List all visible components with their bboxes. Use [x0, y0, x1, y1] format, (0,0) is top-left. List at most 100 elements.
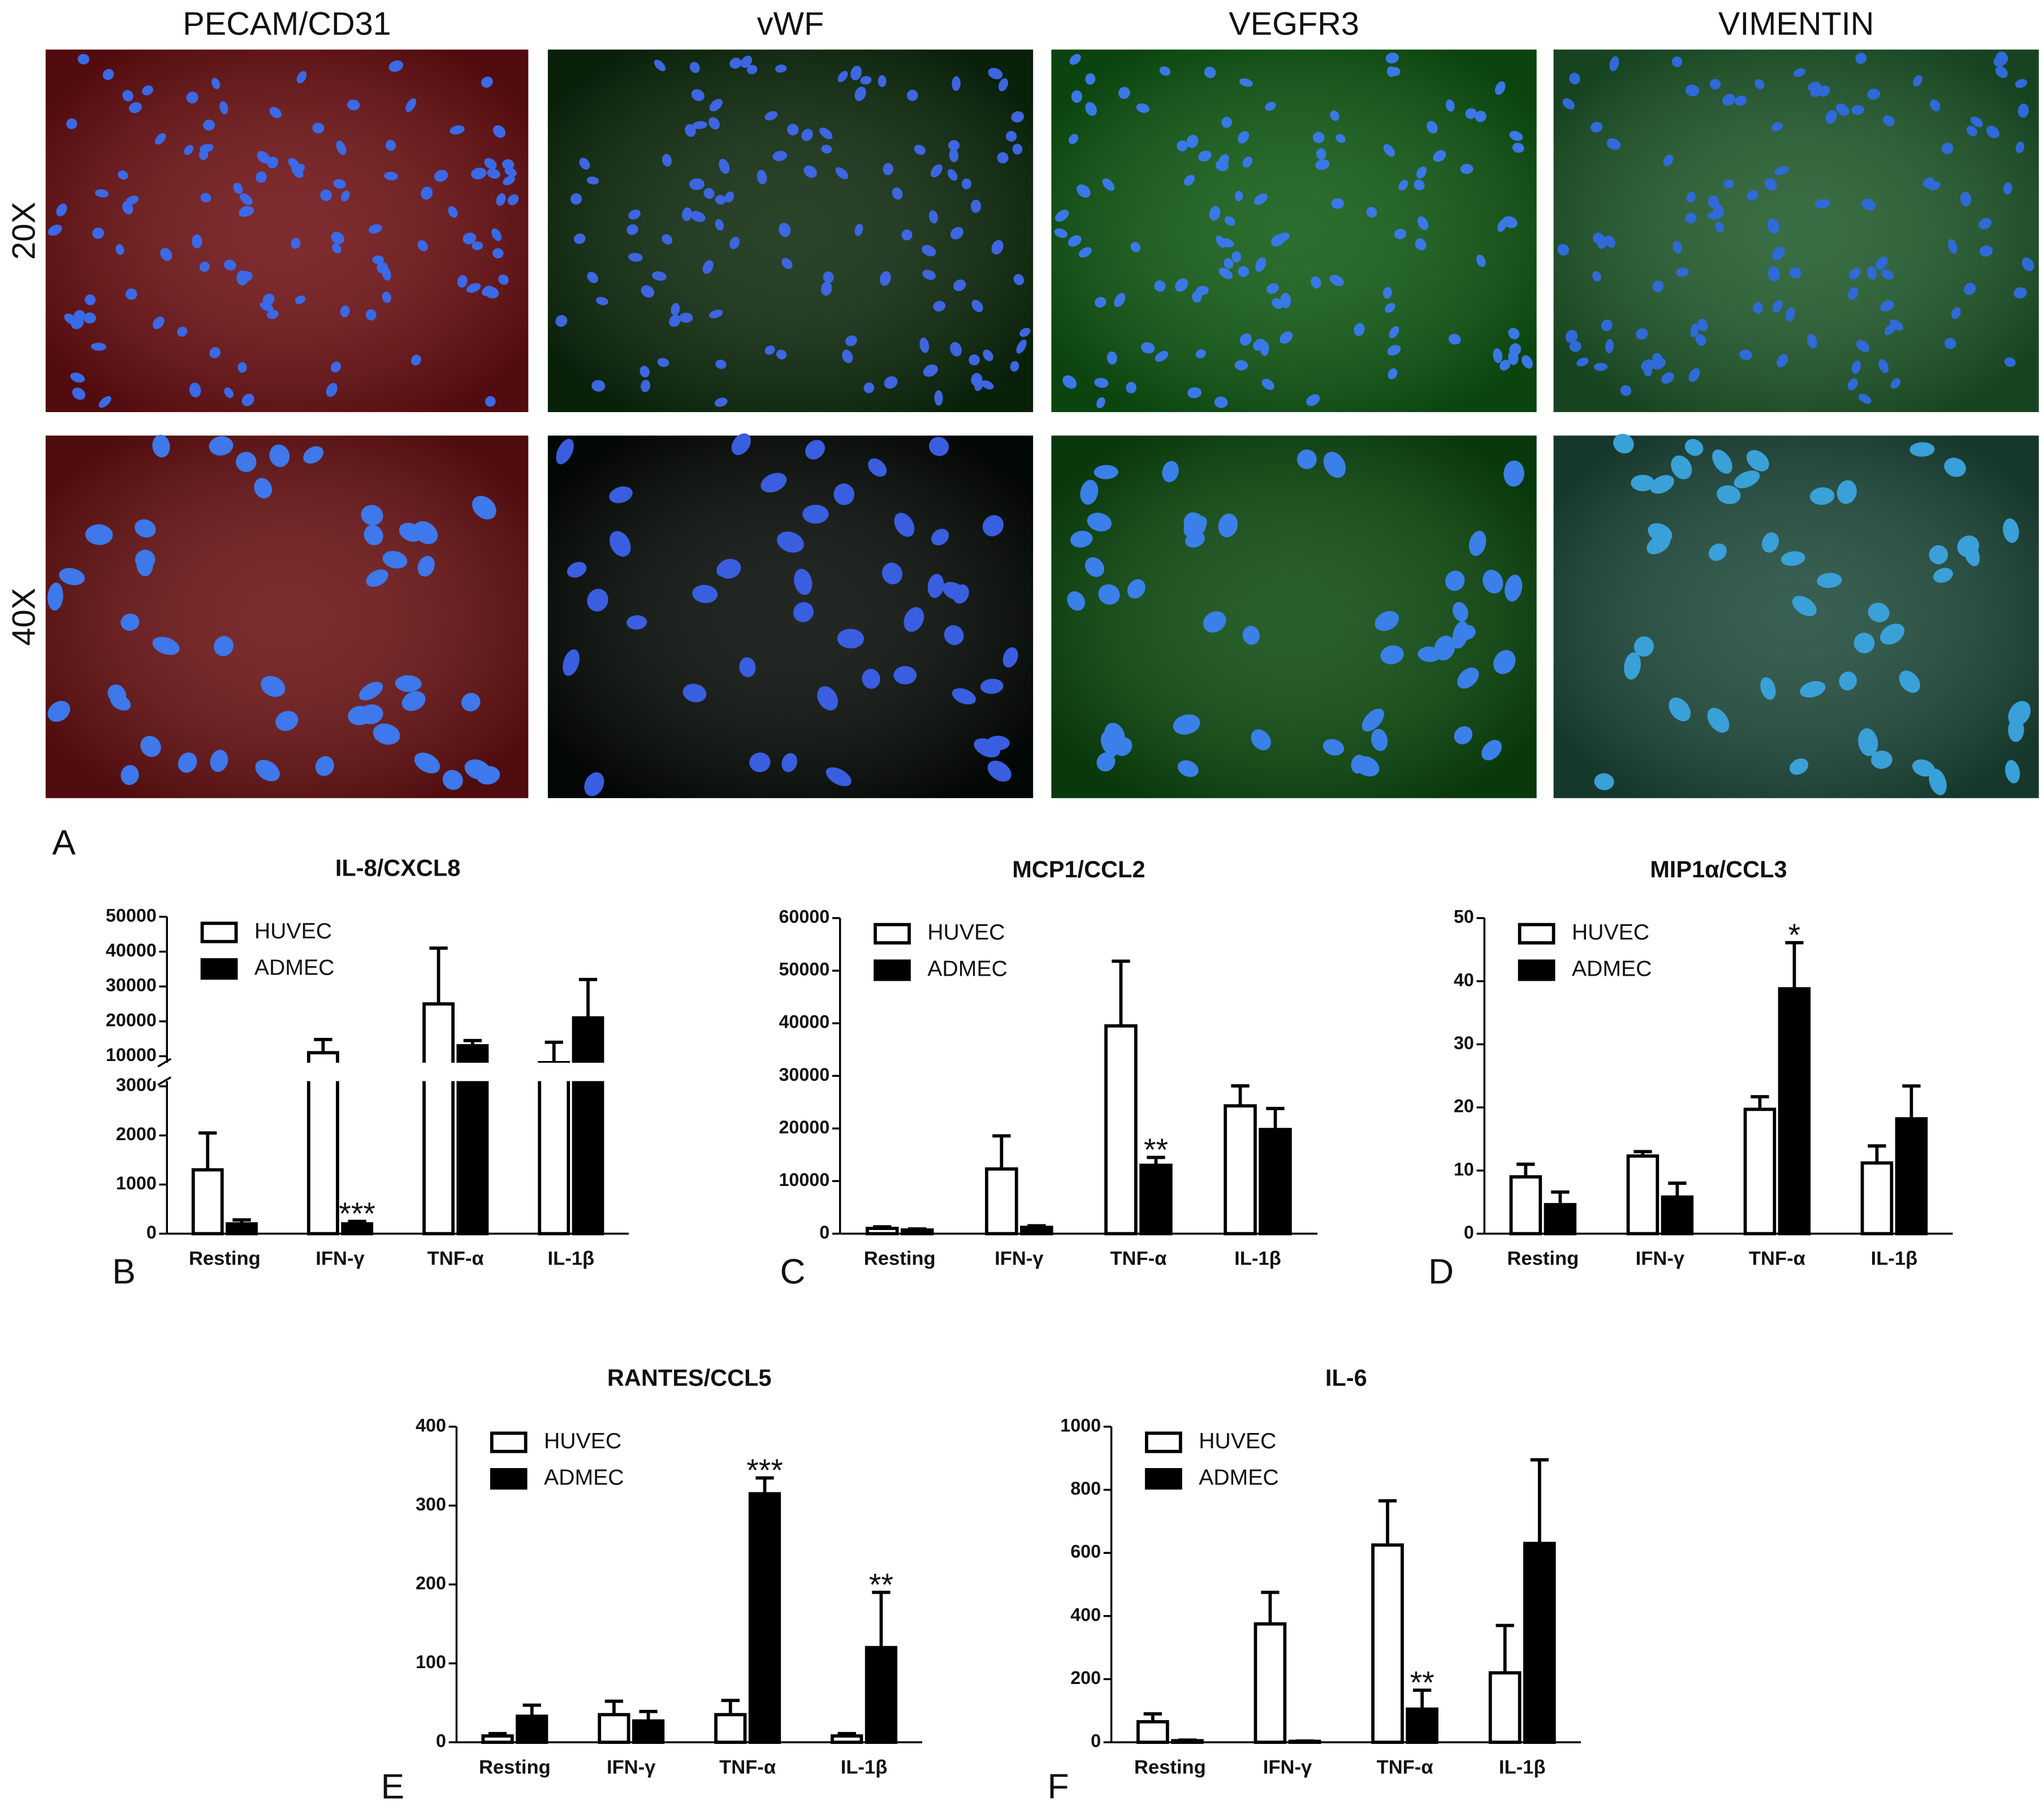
- nucleus: [719, 159, 730, 174]
- nucleus: [1323, 739, 1345, 756]
- y-tick-label: 800: [1070, 1478, 1101, 1499]
- nucleus: [224, 387, 234, 399]
- bar: [1224, 1104, 1257, 1236]
- nucleus: [1177, 760, 1199, 777]
- nucleus: [382, 551, 408, 569]
- nucleus: [366, 569, 388, 587]
- nucleus: [1175, 278, 1189, 292]
- nucleus: [716, 559, 737, 577]
- nucleus: [689, 62, 700, 73]
- nucleus: [922, 245, 936, 257]
- nucleus: [714, 397, 728, 407]
- nucleus: [1493, 348, 1503, 363]
- nucleus: [1606, 138, 1621, 150]
- nucleus: [1094, 465, 1118, 479]
- nucleus: [781, 753, 798, 772]
- nucleus: [1848, 287, 1859, 300]
- nucleus: [192, 234, 202, 249]
- nucleus: [923, 364, 938, 377]
- nucleus: [326, 383, 338, 397]
- nucleus: [983, 349, 993, 361]
- nucleus: [1366, 206, 1377, 218]
- nucleus: [802, 504, 829, 524]
- nucleus: [368, 224, 382, 234]
- nucleus: [457, 275, 468, 288]
- nucleus: [507, 194, 519, 205]
- nucleus: [471, 167, 487, 180]
- bar: [1139, 1163, 1173, 1236]
- nucleus: [496, 193, 506, 206]
- nucleus: [729, 58, 742, 69]
- bar: [748, 1492, 781, 1744]
- nucleus: [682, 683, 707, 703]
- bar: [1371, 1543, 1404, 1744]
- nucleus: [1362, 708, 1384, 731]
- nucleus: [579, 158, 590, 170]
- nucleus: [336, 140, 347, 155]
- y-tick-label: 20: [1454, 1096, 1474, 1116]
- nucleus: [1929, 768, 1947, 795]
- nucleus: [835, 167, 849, 180]
- nucleus: [1624, 652, 1641, 680]
- nucleus: [1817, 573, 1842, 588]
- nucleus: [823, 271, 834, 283]
- nucleus: [708, 117, 720, 130]
- nucleus: [358, 704, 383, 725]
- nucleus: [492, 248, 504, 259]
- nucleus: [74, 310, 85, 322]
- nucleus: [241, 271, 253, 282]
- nucleus: [332, 243, 342, 254]
- nucleus: [953, 279, 966, 292]
- nucleus: [1448, 334, 1461, 345]
- nucleus: [1671, 56, 1683, 67]
- nucleus: [461, 692, 481, 712]
- nucleus: [254, 478, 273, 499]
- nucleus: [1468, 530, 1486, 556]
- nucleus: [237, 362, 247, 373]
- nucleus: [1858, 393, 1872, 404]
- nucleus: [654, 59, 666, 72]
- nucleus: [729, 236, 740, 249]
- nucleus: [1762, 532, 1779, 553]
- nucleus: [1712, 449, 1732, 474]
- nucleus: [1800, 681, 1826, 698]
- nucleus: [1880, 300, 1895, 312]
- nucleus: [1096, 397, 1105, 409]
- nucleus: [1107, 351, 1117, 365]
- nucleus: [1853, 633, 1875, 653]
- column-label: VEGFR3: [1229, 6, 1359, 42]
- nucleus: [303, 446, 324, 464]
- x-tick-label: TNF-α: [1110, 1248, 1166, 1270]
- nucleus: [1593, 362, 1608, 371]
- nucleus: [626, 615, 647, 630]
- nucleus: [1457, 625, 1476, 640]
- nucleus: [1475, 110, 1486, 122]
- y-tick-label: 20000: [779, 1117, 829, 1137]
- nucleus: [233, 183, 243, 194]
- nucleus: [556, 439, 574, 465]
- nucleus: [1445, 570, 1465, 591]
- nucleus: [1641, 359, 1655, 371]
- nucleus: [484, 158, 497, 170]
- y-tick-label: 0: [436, 1731, 446, 1751]
- nucleus: [1140, 342, 1155, 354]
- nucleus: [950, 227, 963, 240]
- nucleus: [214, 636, 234, 656]
- nucleus: [837, 71, 848, 83]
- nucleus: [209, 347, 221, 358]
- legend-label: HUVEC: [1572, 920, 1649, 945]
- nucleus: [868, 458, 887, 477]
- nucleus: [1948, 239, 1957, 254]
- nucleus: [819, 127, 833, 140]
- nucleus: [1684, 439, 1704, 456]
- nucleus: [1767, 218, 1780, 234]
- nucleus: [1967, 125, 1978, 137]
- panel-letter: A: [52, 823, 76, 862]
- nucleus: [1771, 246, 1785, 261]
- nucleus: [1673, 241, 1682, 254]
- nucleus: [333, 179, 346, 189]
- nucleus: [1685, 213, 1697, 224]
- nucleus: [1707, 708, 1730, 733]
- nucleus: [1648, 523, 1673, 543]
- nucleus: [805, 440, 826, 460]
